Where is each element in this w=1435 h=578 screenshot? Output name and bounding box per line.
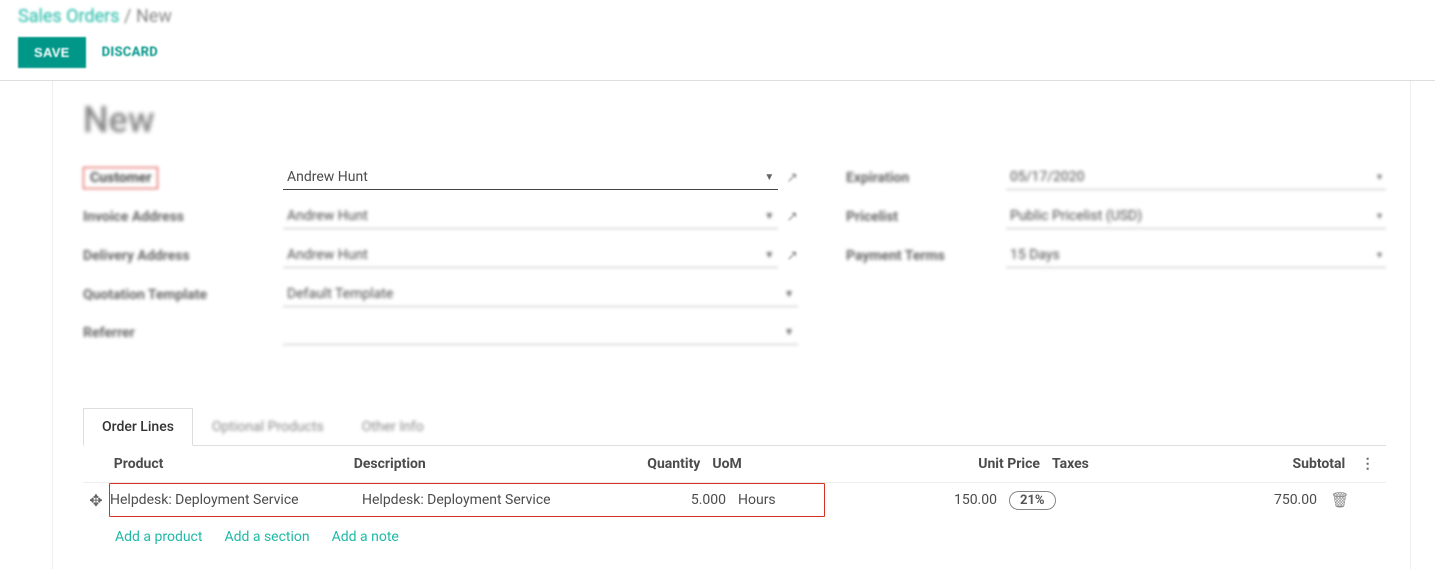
- left-column: Customer Andrew Hunt ▼ ↗ Invoice Address…: [83, 165, 798, 359]
- label-referrer: Referrer: [83, 325, 283, 341]
- tax-badge: 21%: [1009, 491, 1056, 510]
- th-uom: UoM: [712, 456, 794, 472]
- chevron-down-icon: ▾: [1377, 211, 1382, 222]
- drag-handle-icon[interactable]: ✥: [89, 491, 102, 510]
- right-column: Expiration 05/17/2020 ▾ Pricelist Public…: [846, 165, 1386, 359]
- page-title: New: [83, 99, 1386, 141]
- add-product-link[interactable]: Add a product: [115, 529, 202, 545]
- quotation-template-field[interactable]: Default Template ▼: [283, 282, 798, 307]
- external-link-icon[interactable]: ↗: [786, 209, 798, 225]
- chevron-down-icon: ▼: [784, 289, 794, 300]
- label-delivery-address: Delivery Address: [83, 248, 283, 264]
- chevron-down-icon: ▾: [1377, 250, 1382, 261]
- tab-order-lines[interactable]: Order Lines: [83, 408, 193, 446]
- label-invoice-address: Invoice Address: [83, 209, 283, 225]
- expiration-field[interactable]: 05/17/2020 ▾: [1006, 165, 1386, 190]
- trash-icon[interactable]: 🗑: [1330, 491, 1349, 509]
- label-pricelist: Pricelist: [846, 209, 1006, 225]
- label-payment-terms: Payment Terms: [846, 248, 1006, 264]
- external-link-icon[interactable]: ↗: [786, 170, 798, 186]
- customer-field[interactable]: Andrew Hunt ▼: [283, 165, 778, 190]
- th-description: Description: [354, 456, 621, 472]
- th-quantity: Quantity: [620, 456, 712, 472]
- discard-button[interactable]: DISCARD: [102, 45, 158, 60]
- chevron-down-icon: ▼: [764, 172, 774, 183]
- cell-product[interactable]: Helpdesk: Deployment Service: [110, 492, 362, 508]
- label-expiration: Expiration: [846, 170, 1006, 186]
- th-unit-price: Unit Price: [794, 456, 1052, 472]
- kebab-icon[interactable]: ⋮: [1361, 456, 1375, 472]
- chevron-down-icon: ▼: [764, 211, 774, 222]
- tab-other-info[interactable]: Other Info: [343, 408, 443, 446]
- cell-unit-price[interactable]: 150.00: [825, 492, 1009, 508]
- cell-taxes[interactable]: 21%: [1009, 491, 1129, 510]
- chevron-down-icon: ▾: [1377, 172, 1382, 183]
- add-note-link[interactable]: Add a note: [332, 529, 399, 545]
- chevron-down-icon: ▼: [764, 250, 774, 261]
- table-header: Product Description Quantity UoM Unit Pr…: [83, 446, 1386, 483]
- th-product: Product: [114, 456, 354, 472]
- tabs: Order Lines Optional Products Other Info: [83, 407, 1386, 446]
- add-section-link[interactable]: Add a section: [224, 529, 309, 545]
- tab-optional-products[interactable]: Optional Products: [193, 408, 343, 446]
- customer-value: Andrew Hunt: [287, 169, 368, 185]
- pricelist-field[interactable]: Public Pricelist (USD) ▾: [1006, 204, 1386, 229]
- th-subtotal: Subtotal: [1166, 456, 1355, 472]
- referrer-field[interactable]: ▼: [283, 321, 798, 345]
- cell-uom[interactable]: Hours: [738, 492, 824, 508]
- label-customer: Customer: [83, 167, 158, 189]
- cell-description[interactable]: Helpdesk: Deployment Service: [362, 492, 642, 508]
- breadcrumb-current: New: [136, 6, 172, 27]
- label-quotation-template: Quotation Template: [83, 287, 283, 303]
- external-link-icon[interactable]: ↗: [786, 248, 798, 264]
- save-button[interactable]: SAVE: [18, 37, 86, 68]
- cell-quantity[interactable]: 5.000: [642, 492, 738, 508]
- cell-subtotal: 750.00: [1129, 492, 1327, 508]
- delivery-address-field[interactable]: Andrew Hunt ▼: [283, 243, 778, 268]
- order-line-row[interactable]: Helpdesk: Deployment Service Helpdesk: D…: [109, 483, 825, 517]
- payment-terms-field[interactable]: 15 Days ▾: [1006, 243, 1386, 268]
- th-taxes: Taxes: [1052, 456, 1166, 472]
- breadcrumb-root[interactable]: Sales Orders: [18, 6, 120, 27]
- breadcrumb: Sales Orders / New: [18, 6, 1417, 27]
- chevron-down-icon: ▼: [784, 327, 794, 338]
- invoice-address-field[interactable]: Andrew Hunt ▼: [283, 204, 778, 229]
